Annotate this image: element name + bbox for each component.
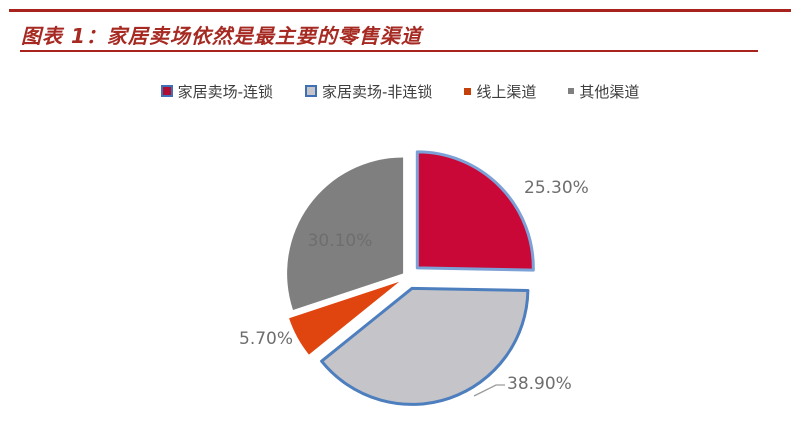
legend-label: 家居卖场-连锁 (177, 82, 273, 101)
top-rule (9, 9, 791, 12)
title-underline (20, 50, 758, 52)
legend-label: 线上渠道 (476, 82, 537, 101)
pie-slice-3 (287, 157, 404, 310)
pie-data-label-1: 38.90% (507, 374, 572, 394)
figure-title: 图表 1：家居卖场依然是最主要的零售渠道 (21, 24, 422, 48)
pie-data-label-2: 5.70% (239, 329, 293, 349)
legend-marker-icon (464, 87, 472, 95)
legend-item-home-store-chain: 家居卖场-连锁 (160, 81, 273, 102)
legend-marker-icon (160, 85, 173, 97)
pie-data-label-3: 30.10% (308, 231, 373, 251)
pie-slice-1 (320, 286, 530, 406)
pie-slice-0 (415, 150, 535, 272)
pie-data-label-0: 25.30% (524, 178, 589, 198)
legend-item-home-store-nonchain: 家居卖场-非连锁 (304, 81, 433, 102)
legend-label: 家居卖场-非连锁 (321, 82, 433, 101)
data-label-leader-line (473, 384, 505, 397)
legend-item-online-channel: 线上渠道 (464, 81, 536, 102)
legend-label: 其他渠道 (579, 82, 640, 101)
chart-legend: 家居卖场-连锁 家居卖场-非连锁 线上渠道 其他渠道 (0, 80, 800, 102)
legend-marker-icon (568, 88, 575, 94)
legend-marker-icon (304, 85, 317, 97)
pie-slice-2 (289, 281, 400, 355)
legend-item-other-channel: 其他渠道 (568, 81, 639, 102)
